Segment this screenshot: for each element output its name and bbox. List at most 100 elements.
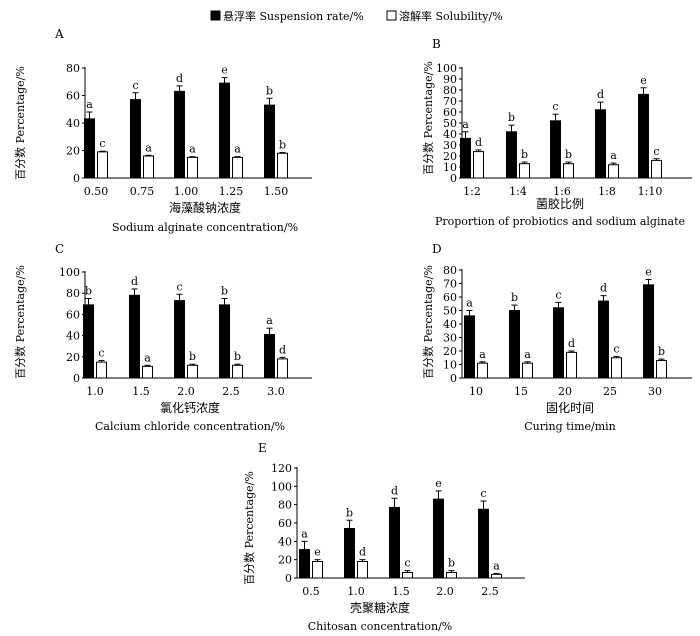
- y-tick-label: 100: [59, 266, 80, 279]
- y-tick-label: 20: [66, 351, 80, 364]
- significance-label-solubility: a: [493, 559, 500, 572]
- legend-swatch-solubility: [386, 10, 397, 21]
- significance-label-suspension: d: [391, 484, 398, 497]
- bar-solubility: [477, 362, 488, 379]
- y-tick-label: 40: [66, 330, 80, 343]
- bar-suspension: [506, 131, 517, 179]
- x-tick-label: 0.75: [130, 185, 155, 198]
- significance-label-suspension: e: [640, 74, 647, 87]
- bar-suspension: [509, 310, 520, 379]
- significance-label-solubility: a: [479, 348, 486, 361]
- panel-letter: E: [258, 441, 267, 455]
- bar-solubility: [656, 359, 667, 379]
- x-tick-label: 0.5: [302, 585, 320, 598]
- legend-label-suspension: 悬浮率 Suspension rate/%: [223, 9, 364, 23]
- y-tick-label: 0: [450, 372, 457, 385]
- y-tick-label: 30: [443, 139, 457, 152]
- x-tick-label: 1.25: [219, 185, 244, 198]
- x-tick-label: 1:4: [509, 185, 527, 198]
- y-tick-label: 80: [66, 287, 80, 300]
- x-tick-label: 10: [469, 385, 483, 398]
- chart-panel-c: C 0 20 40 60 80 100 b c 1.0 d a 1.5 c b 2.0 b b 2.5 a d 3.0 氯化…: [14, 242, 312, 433]
- x-tick-label: 1.5: [392, 585, 410, 598]
- significance-label-solubility: c: [98, 347, 104, 360]
- significance-label-suspension: c: [132, 79, 138, 92]
- x-tick-label: 1.00: [174, 185, 199, 198]
- x-axis-title-cn: 固化时间: [546, 401, 594, 415]
- bar-solubility: [608, 164, 619, 179]
- bar-solubility: [97, 151, 108, 179]
- y-axis-title: 百分数 Percentage/%: [243, 471, 256, 585]
- bar-solubility: [232, 364, 243, 379]
- y-tick-label: 80: [278, 499, 292, 512]
- bar-suspension: [84, 118, 95, 179]
- x-axis-title-en: Proportion of probiotics and sodium algi…: [435, 215, 685, 228]
- y-tick-label: 80: [66, 62, 80, 75]
- x-tick-label: 1.5: [132, 385, 150, 398]
- bar-suspension: [174, 300, 185, 379]
- x-tick-label: 15: [514, 385, 528, 398]
- bar-suspension: [464, 315, 475, 379]
- y-tick-label: 80: [443, 264, 457, 277]
- legend-label-solubility: 溶解率 Solubility/%: [399, 9, 503, 23]
- x-tick-label: 2.5: [481, 585, 499, 598]
- significance-label-solubility: b: [658, 345, 665, 358]
- x-axis-title-cn: 壳聚糖浓度: [350, 600, 410, 615]
- x-tick-label: 2.0: [436, 585, 454, 598]
- significance-label-suspension: d: [600, 282, 607, 295]
- significance-label-suspension: e: [435, 477, 442, 490]
- significance-label-suspension: a: [462, 118, 469, 131]
- significance-label-suspension: e: [221, 64, 228, 77]
- y-tick-label: 40: [66, 117, 80, 130]
- x-tick-label: 25: [603, 385, 617, 398]
- bar-suspension: [389, 506, 400, 579]
- significance-label-solubility: b: [189, 350, 196, 363]
- significance-label-suspension: b: [346, 506, 353, 519]
- y-tick-label: 20: [278, 554, 292, 567]
- legend-swatch-suspension: [210, 10, 221, 21]
- x-tick-label: 1.0: [347, 585, 365, 598]
- x-axis-title-en: Curing time/min: [524, 420, 616, 433]
- y-tick-label: 0: [73, 172, 80, 185]
- significance-label-solubility: a: [234, 143, 241, 156]
- y-tick-label: 70: [443, 95, 457, 108]
- bar-suspension: [595, 109, 606, 179]
- bar-solubility: [312, 561, 323, 579]
- bar-solubility: [187, 156, 198, 179]
- significance-label-solubility: d: [279, 343, 286, 356]
- significance-label-suspension: a: [266, 314, 273, 327]
- significance-label-solubility: d: [359, 546, 366, 559]
- y-tick-label: 40: [278, 535, 292, 548]
- y-tick-label: 20: [443, 345, 457, 358]
- bar-solubility: [651, 159, 662, 179]
- bar-suspension: [219, 304, 230, 379]
- significance-label-solubility: a: [145, 141, 152, 154]
- y-tick-label: 60: [443, 291, 457, 304]
- y-tick-label: 20: [66, 145, 80, 158]
- significance-label-suspension: d: [131, 275, 138, 288]
- significance-label-solubility: c: [653, 145, 659, 158]
- x-axis-title-cn: 菌胶比例: [536, 196, 584, 211]
- bar-suspension: [638, 93, 649, 179]
- bar-solubility: [519, 163, 530, 179]
- y-tick-label: 50: [443, 305, 457, 318]
- x-tick-label: 1.50: [264, 185, 289, 198]
- x-axis-title-en: Calcium chloride concentration/%: [95, 420, 285, 433]
- bar-solubility: [143, 155, 154, 179]
- chart-panel-d: D01020304050607080aa10ba15cd20dc25eb30固化…: [422, 242, 692, 433]
- y-tick-label: 50: [443, 117, 457, 130]
- bar-solubility: [491, 573, 502, 579]
- significance-label-suspension: c: [480, 487, 486, 500]
- significance-label-suspension: d: [176, 72, 183, 85]
- significance-label-suspension: a: [466, 297, 473, 310]
- significance-label-solubility: b: [279, 139, 286, 152]
- significance-label-suspension: e: [645, 265, 652, 278]
- significance-label-solubility: b: [234, 350, 241, 363]
- chart-panel-e: E020406080100120ae0.5bd1.0dc1.5eb2.0ca2.…: [243, 441, 525, 633]
- significance-label-solubility: a: [610, 149, 617, 162]
- bar-solubility: [277, 152, 288, 179]
- bar-solubility: [522, 362, 533, 379]
- y-tick-label: 0: [450, 172, 457, 185]
- y-axis-title: 百分数 Percentage/%: [14, 66, 27, 180]
- bar-suspension: [433, 498, 444, 579]
